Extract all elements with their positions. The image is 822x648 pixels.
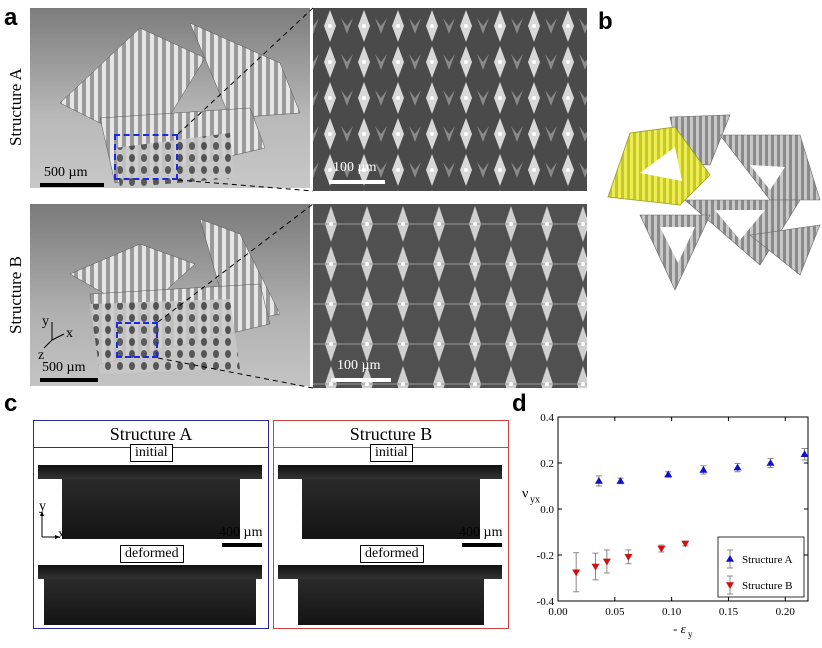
scalebar-500-bottom-bar bbox=[40, 378, 98, 382]
panel-letter-b: b bbox=[598, 8, 613, 35]
scalebar-400-b-bar bbox=[462, 543, 502, 547]
legend-marker bbox=[726, 555, 734, 562]
axis-y-label-c: y bbox=[39, 499, 46, 514]
tag-initial-b: initial bbox=[370, 444, 413, 462]
x-tick-label: 0.05 bbox=[605, 606, 625, 618]
data-point bbox=[681, 540, 690, 548]
scalebar-400-a-label: 400 µm bbox=[219, 525, 263, 540]
axis-x-label-c: x bbox=[58, 527, 65, 542]
axis-triad-c: y x bbox=[36, 499, 66, 545]
lattice-b-render bbox=[313, 204, 587, 388]
scalebar-100-bottom-bar bbox=[331, 378, 391, 382]
zoom-connectors bbox=[157, 7, 314, 389]
sem-zoom-structure-b: 100 µm bbox=[313, 204, 587, 388]
y-tick-label: -0.2 bbox=[537, 550, 554, 562]
scalebar-100-top-label: 100 µm bbox=[333, 160, 377, 175]
axis-x-label-a: x bbox=[66, 326, 73, 341]
x-tick-label: 0.00 bbox=[548, 606, 568, 618]
panel-letter-a: a bbox=[4, 4, 18, 31]
y-tick-label: 0.2 bbox=[540, 458, 554, 470]
tag-initial-a: initial bbox=[130, 444, 173, 462]
legend-box bbox=[717, 536, 805, 598]
data-point bbox=[664, 470, 673, 478]
x-tick-label: 0.20 bbox=[776, 606, 796, 618]
scalebar-500-top-bar bbox=[40, 183, 104, 187]
axis-y-label-a: y bbox=[42, 314, 49, 329]
structure-a-render bbox=[59, 22, 301, 188]
data-point bbox=[766, 459, 775, 466]
sem-overview-structure-b: y x z 500 µm bbox=[30, 204, 310, 386]
scalebar-500-bottom-label: 500 µm bbox=[42, 360, 86, 375]
data-point bbox=[699, 465, 708, 473]
initial-image-a bbox=[38, 461, 262, 541]
deformed-image-b bbox=[278, 561, 502, 625]
data-point bbox=[602, 558, 611, 566]
x-tick-label: 0.10 bbox=[662, 606, 682, 618]
legend-marker bbox=[726, 582, 734, 589]
zoom-box-a bbox=[114, 134, 178, 180]
deformed-image-a bbox=[38, 561, 262, 625]
axis-z-label-a: z bbox=[38, 348, 45, 363]
y-axis-label: ν bbox=[522, 487, 528, 502]
sem-zoom-structure-a: 100 µm bbox=[313, 8, 587, 191]
y-axis-label-sub: yx bbox=[530, 495, 540, 506]
scalebar-400-a-bar bbox=[222, 543, 262, 547]
data-point bbox=[572, 569, 581, 577]
box-structure-a: Structure A initial deformed 400 µm y x bbox=[33, 420, 269, 629]
data-point bbox=[657, 545, 666, 553]
scalebar-100-bottom-label: 100 µm bbox=[337, 358, 381, 373]
legend-label: Structure A bbox=[742, 554, 792, 566]
scalebar-100-top-bar bbox=[329, 180, 385, 184]
y-tick-label: -0.4 bbox=[537, 596, 555, 608]
lattice-a-render bbox=[313, 8, 587, 191]
panel-letter-d: d bbox=[512, 390, 527, 417]
data-point bbox=[624, 554, 633, 561]
poisson-ratio-chart: 0.00 0.05 0.10 0.15 0.20 -0.4 -0.2 0.0 0.2 0.4 ν yx… bbox=[522, 412, 809, 639]
tag-deformed-a: deformed bbox=[120, 545, 184, 563]
lattice-3d-render bbox=[600, 105, 822, 295]
legend-label: Structure B bbox=[742, 580, 792, 592]
axis-triad-a: y x z bbox=[38, 314, 88, 364]
data-point bbox=[616, 476, 625, 484]
x-axis-label-sub: y bbox=[688, 629, 693, 639]
sem-overview-structure-a: 500 µm bbox=[30, 8, 310, 188]
y-tick-label: 0.4 bbox=[540, 412, 554, 424]
structure-b-render bbox=[69, 218, 281, 374]
scalebar-500-top-label: 500 µm bbox=[44, 165, 88, 180]
x-tick-label: 0.15 bbox=[719, 606, 739, 618]
box-structure-b: Structure B initial deformed 400 µm bbox=[273, 420, 509, 629]
data-point bbox=[591, 563, 600, 571]
y-tick-label: 0.0 bbox=[540, 504, 554, 516]
data-point bbox=[800, 450, 809, 458]
zoom-box-b bbox=[116, 322, 158, 358]
initial-image-b bbox=[278, 461, 502, 541]
tag-deformed-b: deformed bbox=[360, 545, 424, 563]
data-point bbox=[733, 463, 742, 471]
scalebar-400-b-label: 400 µm bbox=[459, 525, 503, 540]
panel-letter-c: c bbox=[4, 390, 18, 417]
data-point bbox=[594, 476, 603, 484]
x-axis-label: - ε bbox=[673, 621, 687, 636]
